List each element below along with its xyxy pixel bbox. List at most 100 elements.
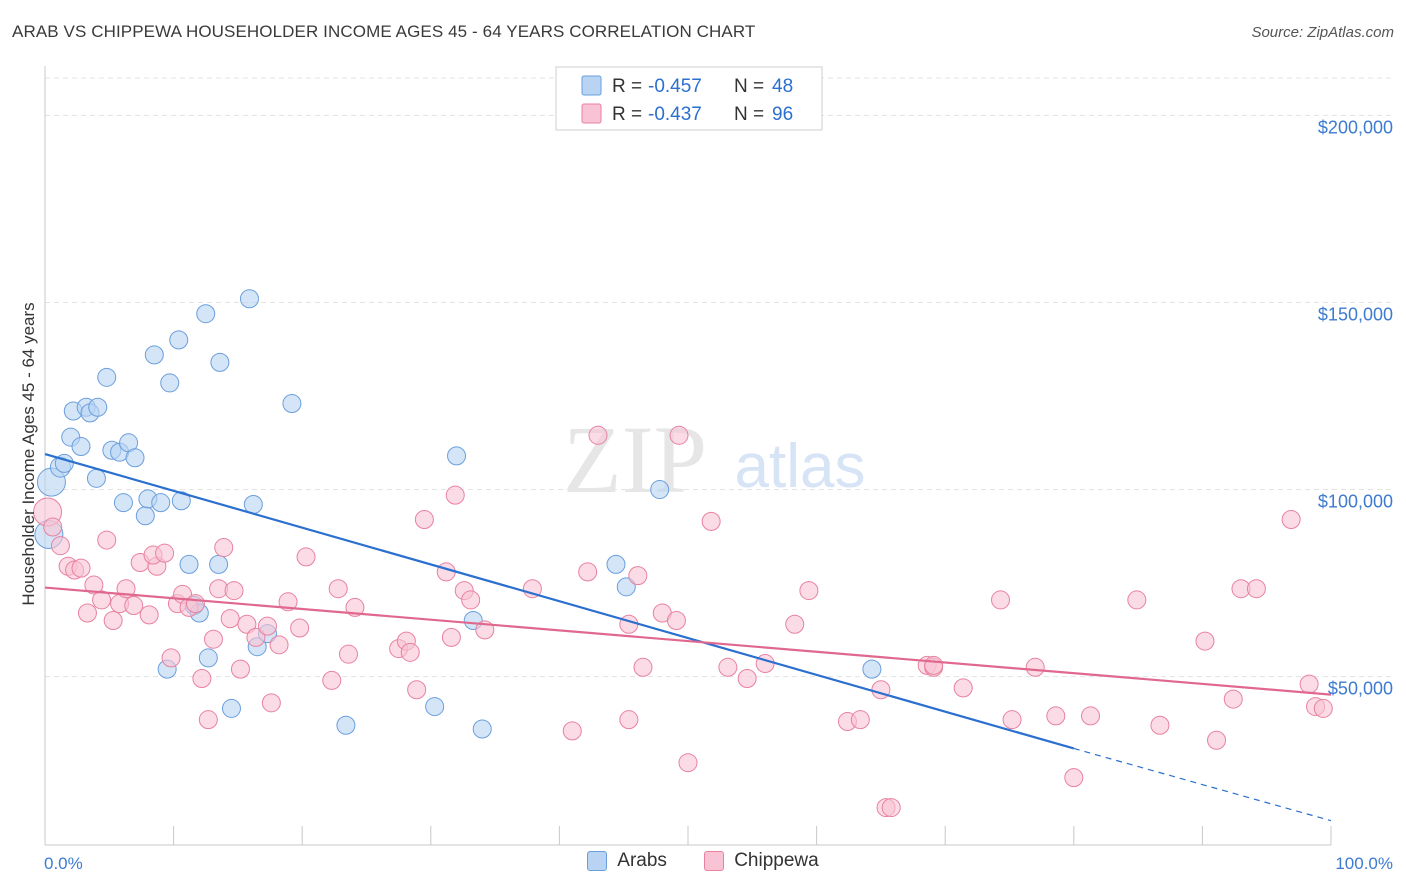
arab-point (616, 577, 636, 597)
y-tick-label: $200,000 (1318, 117, 1393, 137)
chippewa-point (633, 657, 653, 677)
chippewa-point (1081, 706, 1101, 726)
chippewa-point (92, 590, 112, 610)
chippewa-point (338, 644, 358, 664)
chippewa-point (230, 659, 250, 679)
watermark-zip: ZIP (563, 406, 707, 513)
arab-point (221, 698, 241, 718)
chippewa-point (77, 603, 97, 623)
arab-trend-line (44, 452, 1075, 750)
chippewa-point (224, 581, 244, 601)
chippewa-point (414, 509, 434, 529)
chippewa-point (1127, 590, 1147, 610)
chippewa-point (328, 579, 348, 599)
arab-point (198, 648, 218, 668)
legend-n-value-chippewa: 96 (772, 104, 793, 125)
arab-point (210, 352, 230, 372)
chippewa-point (237, 614, 257, 634)
legend-series: Arabs Chippewa (0, 850, 1406, 877)
chippewa-point (192, 669, 212, 689)
arab-point (71, 437, 91, 457)
chippewa-point (290, 618, 310, 638)
chippewa-point (436, 562, 456, 582)
chippewa-point (1299, 674, 1319, 694)
arab-point (151, 493, 171, 513)
arab-point (336, 715, 356, 735)
chippewa-point (257, 616, 277, 636)
chippewa-point (628, 566, 648, 586)
chippewa-point (97, 530, 117, 550)
chippewa-point (669, 425, 689, 445)
legend-r-label-chippewa: R = (612, 104, 642, 125)
chippewa-point (1281, 509, 1301, 529)
legend-swatch-arabs (581, 75, 602, 96)
chippewa-point (278, 592, 298, 612)
arab-point (125, 448, 145, 468)
chippewa-point (1313, 698, 1333, 718)
chippewa-point (103, 611, 123, 631)
arab-point (282, 394, 302, 414)
chippewa-point (1150, 715, 1170, 735)
chippewa-point (185, 594, 205, 614)
arab-point (239, 289, 259, 309)
chippewa-point (718, 657, 738, 677)
x-tick-label-min: 0.0% (44, 854, 83, 873)
chippewa-point (198, 710, 218, 730)
chippewa-point (588, 425, 608, 445)
chippewa-point (220, 609, 240, 629)
arab-point (650, 480, 670, 500)
arab-point (135, 506, 155, 526)
chippewa-point (441, 627, 461, 647)
chippewa-point (1025, 657, 1045, 677)
chippewa-point (737, 669, 757, 689)
arab-point (425, 697, 445, 717)
chippewa-point (214, 538, 234, 558)
legend-swatch-chippewa (581, 103, 602, 124)
legend-label-arabs: Arabs (617, 850, 667, 871)
chippewa-point (71, 558, 91, 578)
chippewa-point (953, 678, 973, 698)
arab-point (86, 468, 106, 488)
chippewa-point (850, 710, 870, 730)
legend-item-arabs: Arabs (587, 850, 667, 872)
chippewa-point (701, 511, 721, 531)
chippewa-point (322, 670, 342, 690)
legend-n-label-arabs: N = (734, 76, 764, 97)
arab-point (113, 493, 133, 513)
legend-n-label-chippewa: N = (734, 104, 764, 125)
source-label: Source: ZipAtlas.com (1251, 24, 1394, 41)
arab-point (472, 719, 492, 739)
gridlines (45, 77, 1395, 678)
chippewa-point (445, 485, 465, 505)
chippewa-point (296, 547, 316, 567)
chippewa-point (1046, 706, 1066, 726)
legend-r-value-chippewa: -0.437 (648, 104, 702, 125)
chippewa-point (1246, 579, 1266, 599)
arab-point (88, 397, 108, 417)
chippewa-point (461, 590, 481, 610)
chart-title: ARAB VS CHIPPEWA HOUSEHOLDER INCOME AGES… (12, 22, 756, 41)
chippewa-point (155, 543, 175, 563)
chippewa-point (799, 581, 819, 601)
y-tick-labels: $50,000 $100,000 $150,000 $200,000 (1318, 117, 1393, 698)
watermark: ZIP atlas (563, 406, 865, 513)
arab-point (171, 491, 191, 511)
chippewa-point (562, 721, 582, 741)
chippewa-point (666, 611, 686, 631)
y-tick-label: $150,000 (1318, 304, 1393, 324)
chippewa-point (881, 798, 901, 818)
chippewa-point (50, 536, 70, 556)
legend-bottom-swatch-arabs (587, 851, 608, 871)
legend-r-label-arabs: R = (612, 76, 642, 97)
chippewa-point (269, 635, 289, 655)
axes (44, 66, 1332, 846)
y-axis-label: Householder Income Ages 45 - 64 years (19, 302, 38, 605)
chippewa-point (578, 562, 598, 582)
chippewa-point (84, 575, 104, 595)
arab-point (97, 367, 117, 387)
legend-n-value-arabs: 48 (772, 76, 793, 97)
arab-point (169, 330, 189, 350)
arab-point (179, 554, 199, 574)
chippewa-point (1195, 631, 1215, 651)
